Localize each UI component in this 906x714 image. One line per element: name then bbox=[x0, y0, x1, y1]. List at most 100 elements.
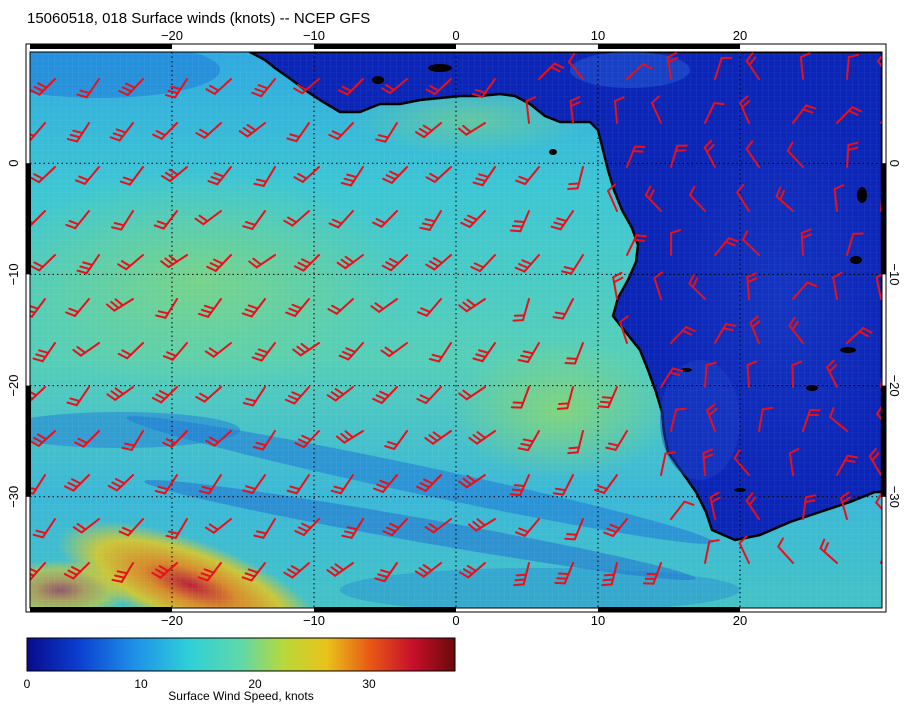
wind-barb bbox=[338, 342, 364, 361]
scale-bar bbox=[26, 163, 31, 275]
scale-bar bbox=[881, 385, 886, 497]
wind-barb bbox=[460, 210, 486, 228]
lon-tick-label-top: 20 bbox=[733, 28, 747, 43]
wind-barb bbox=[472, 78, 496, 98]
wind-barb bbox=[702, 448, 714, 476]
wind-barb bbox=[336, 254, 364, 270]
wind-barb bbox=[293, 254, 320, 272]
wind-barb bbox=[416, 298, 442, 317]
wind-barb bbox=[836, 106, 862, 124]
wind-barb bbox=[564, 342, 584, 365]
wind-barb bbox=[109, 122, 134, 142]
wind-barb bbox=[241, 562, 266, 582]
wind-barb bbox=[568, 52, 584, 80]
wind-barb bbox=[800, 228, 812, 256]
wind-barb bbox=[198, 298, 222, 318]
wind-barb bbox=[117, 254, 144, 271]
wind-barb bbox=[327, 298, 354, 315]
lon-tick-label-bottom: −10 bbox=[303, 613, 325, 628]
wind-barb bbox=[151, 386, 178, 404]
wind-barb bbox=[119, 166, 144, 186]
wind-barb bbox=[251, 78, 276, 98]
wind-barb bbox=[160, 254, 188, 269]
wind-barb bbox=[552, 298, 574, 320]
wind-barb bbox=[458, 122, 486, 136]
wind-barb bbox=[292, 342, 320, 357]
wind-barb bbox=[880, 557, 882, 564]
wind-barb bbox=[670, 229, 682, 256]
wind-barb bbox=[745, 52, 760, 80]
wind-barb bbox=[336, 430, 364, 444]
wind-barb bbox=[74, 430, 100, 448]
wind-barb bbox=[340, 166, 364, 187]
lat-tick-label-right: −10 bbox=[887, 263, 902, 285]
wind-barb bbox=[252, 430, 276, 451]
colorbar-ticks: 0 10 20 30 bbox=[24, 677, 376, 691]
wind-barb bbox=[688, 274, 706, 300]
wind-barb bbox=[846, 327, 873, 344]
wind-barb bbox=[738, 535, 750, 564]
wind-barb bbox=[826, 359, 838, 388]
wind-barb bbox=[248, 254, 276, 269]
wind-barb bbox=[294, 430, 320, 449]
wind-barb bbox=[819, 538, 838, 564]
wind-barb bbox=[714, 56, 733, 80]
wind-barb bbox=[195, 122, 222, 139]
wind-barb bbox=[242, 386, 266, 407]
wind-barb bbox=[162, 342, 188, 361]
wind-barb bbox=[525, 96, 537, 124]
wind-barb bbox=[788, 316, 804, 344]
wind-barb bbox=[564, 518, 584, 541]
wind-barb bbox=[799, 52, 811, 80]
wind-barb bbox=[384, 430, 408, 450]
wind-barb bbox=[118, 518, 144, 537]
wind-barb bbox=[206, 254, 232, 272]
lat-tick-label-left: −10 bbox=[6, 263, 21, 285]
wind-barb bbox=[653, 271, 664, 300]
wind-barb bbox=[714, 322, 737, 344]
wind-barb bbox=[612, 271, 624, 300]
scale-bar bbox=[881, 163, 886, 275]
axis-scale-bars bbox=[26, 44, 886, 612]
lon-tick-label-top: 10 bbox=[591, 28, 605, 43]
wind-speed-field bbox=[30, 52, 882, 608]
wind-barb bbox=[110, 210, 134, 231]
wind-barb bbox=[425, 254, 452, 271]
wind-barb bbox=[650, 95, 662, 124]
wind-barb bbox=[205, 430, 232, 447]
wind-barb bbox=[382, 166, 408, 184]
wind-barb bbox=[875, 273, 882, 300]
wind-barb bbox=[197, 562, 222, 582]
wind-barb bbox=[416, 474, 442, 492]
wind-barb bbox=[382, 518, 408, 537]
wind-barb bbox=[472, 342, 496, 363]
wind-barb bbox=[194, 210, 222, 226]
wind-barb bbox=[242, 210, 266, 230]
wind-barb bbox=[76, 78, 100, 99]
wind-barb bbox=[594, 474, 618, 494]
wind-barb bbox=[242, 474, 266, 495]
wind-barb bbox=[670, 500, 695, 520]
wind-barb bbox=[880, 118, 882, 124]
wind-barb bbox=[30, 166, 56, 184]
wind-barb bbox=[733, 449, 750, 476]
wind-barb bbox=[106, 298, 134, 312]
wind-barb bbox=[153, 210, 178, 230]
wind-barb bbox=[786, 141, 804, 168]
wind-barb bbox=[688, 185, 706, 212]
wind-barb bbox=[749, 315, 761, 344]
wind-barb bbox=[670, 144, 688, 168]
wind-barb bbox=[607, 183, 618, 212]
wind-barb bbox=[777, 537, 794, 564]
lon-tick-label-bottom: −20 bbox=[161, 613, 183, 628]
lat-tick-label-right: −30 bbox=[887, 486, 902, 508]
wind-barb bbox=[846, 53, 860, 80]
wind-barb bbox=[32, 342, 56, 363]
wind-barb bbox=[775, 186, 794, 212]
wind-barb bbox=[703, 139, 716, 168]
wind-barb bbox=[32, 518, 56, 539]
wind-barb bbox=[626, 234, 647, 256]
lat-tick-label-left: 0 bbox=[6, 160, 21, 167]
wind-barb bbox=[791, 360, 803, 388]
wind-barb bbox=[75, 166, 100, 185]
